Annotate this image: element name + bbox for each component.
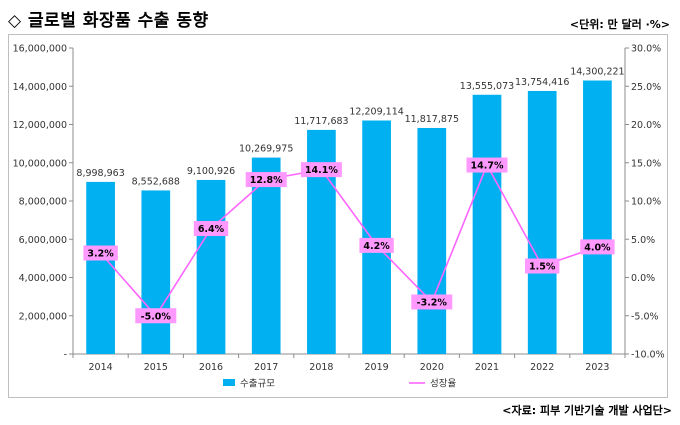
y2-tick-label: 20.0% [631, 120, 661, 131]
unit-note: <단위: 만 달러 ·%> [569, 18, 670, 31]
y-tick-label: - [64, 350, 67, 361]
x-tick-label: 2016 [199, 362, 223, 373]
bar-value-label: 12,209,114 [349, 107, 403, 118]
bar-value-label: 8,552,688 [132, 176, 180, 187]
bar [141, 190, 171, 354]
y2-tick-label: -5.0% [631, 311, 659, 322]
growth-label-box [300, 162, 342, 178]
y-tick-label: 10,000,000 [13, 158, 67, 169]
legend-line-label: 성장율 [430, 379, 456, 390]
growth-value-label: 12.8% [250, 175, 283, 186]
legend-bar-label: 수출규모 [240, 379, 275, 390]
y-tick-label: 6,000,000 [19, 235, 67, 246]
y2-tick-label: 15.0% [631, 158, 661, 169]
growth-label-box [359, 237, 394, 253]
y-tick-label: 8,000,000 [19, 197, 67, 208]
y2-tick-label: 5.0% [631, 235, 655, 246]
page-title: ◇ 글로벌 화장품 수출 동향 [8, 11, 209, 31]
growth-value-label: -5.0% [141, 311, 172, 322]
y-tick-label: 4,000,000 [19, 273, 67, 284]
chart-svg: 16,000,000 14,000,000 12,000,000 10,000,000… [13, 44, 665, 390]
bar-value-label: 11,817,875 [405, 114, 459, 125]
growth-value-label: 14.1% [305, 165, 338, 176]
growth-value-label: 4.0% [584, 242, 611, 253]
growth-value-label: 14.7% [471, 161, 504, 172]
growth-value-label: 6.4% [198, 224, 225, 235]
x-tick-label: 2020 [420, 362, 444, 373]
legend-bar-swatch [223, 379, 235, 386]
bar-value-label: 9,100,926 [187, 166, 235, 177]
bar-value-label: 14,300,221 [570, 67, 624, 78]
x-tick-label: 2023 [585, 362, 609, 373]
x-tick-label: 2017 [254, 362, 278, 373]
x-tick-label: 2014 [89, 362, 113, 373]
bar [251, 157, 281, 354]
y-tick-label: 16,000,000 [13, 44, 67, 55]
growth-label-box [411, 294, 453, 310]
y-tick-label: 12,000,000 [13, 120, 67, 131]
bar [362, 120, 391, 354]
y2-tick-label: 25.0% [631, 82, 661, 93]
bar [417, 127, 447, 354]
y2-tick-label: 0.0% [631, 273, 655, 284]
growth-label-box [580, 239, 615, 255]
bar-value-label: 11,717,683 [294, 116, 348, 127]
bar-value-label: 13,754,416 [515, 77, 569, 88]
growth-label-box [245, 172, 287, 188]
bar-value-label: 10,269,975 [239, 144, 293, 155]
x-tick-label: 2022 [530, 362, 554, 373]
bar [86, 181, 115, 354]
growth-label-box [135, 308, 177, 324]
y-tick-label: 2,000,000 [19, 311, 67, 322]
growth-label-box [193, 221, 229, 237]
growth-value-label: 4.2% [363, 241, 390, 252]
y2-tick-label: -10.0% [631, 350, 665, 361]
growth-value-label: 3.2% [87, 249, 114, 260]
x-tick-label: 2019 [365, 362, 389, 373]
bar [472, 94, 502, 355]
bar-value-label: 8,998,963 [76, 168, 124, 179]
x-tick-label: 2021 [475, 362, 499, 373]
bar [527, 90, 557, 355]
growth-line [99, 163, 598, 318]
y2-tick-label: 30.0% [631, 44, 661, 55]
x-tick-label: 2018 [309, 362, 333, 373]
y2-tick-label: 10.0% [631, 197, 661, 208]
growth-label-box [466, 157, 508, 173]
chart-frame: 16,000,000 14,000,000 12,000,000 10,000,000… [8, 34, 668, 398]
growth-label-box [83, 245, 118, 261]
bar-value-label: 13,555,073 [460, 81, 514, 92]
growth-value-label: 1.5% [529, 262, 556, 273]
bar [196, 179, 226, 354]
growth-label-box [525, 258, 560, 274]
y-tick-label: 14,000,000 [13, 82, 67, 93]
bar [583, 80, 612, 354]
x-tick-label: 2015 [144, 362, 168, 373]
source-note: <자료: 피부 기반기술 개발 사업단> [502, 404, 672, 417]
growth-value-label: -3.2% [417, 297, 448, 308]
